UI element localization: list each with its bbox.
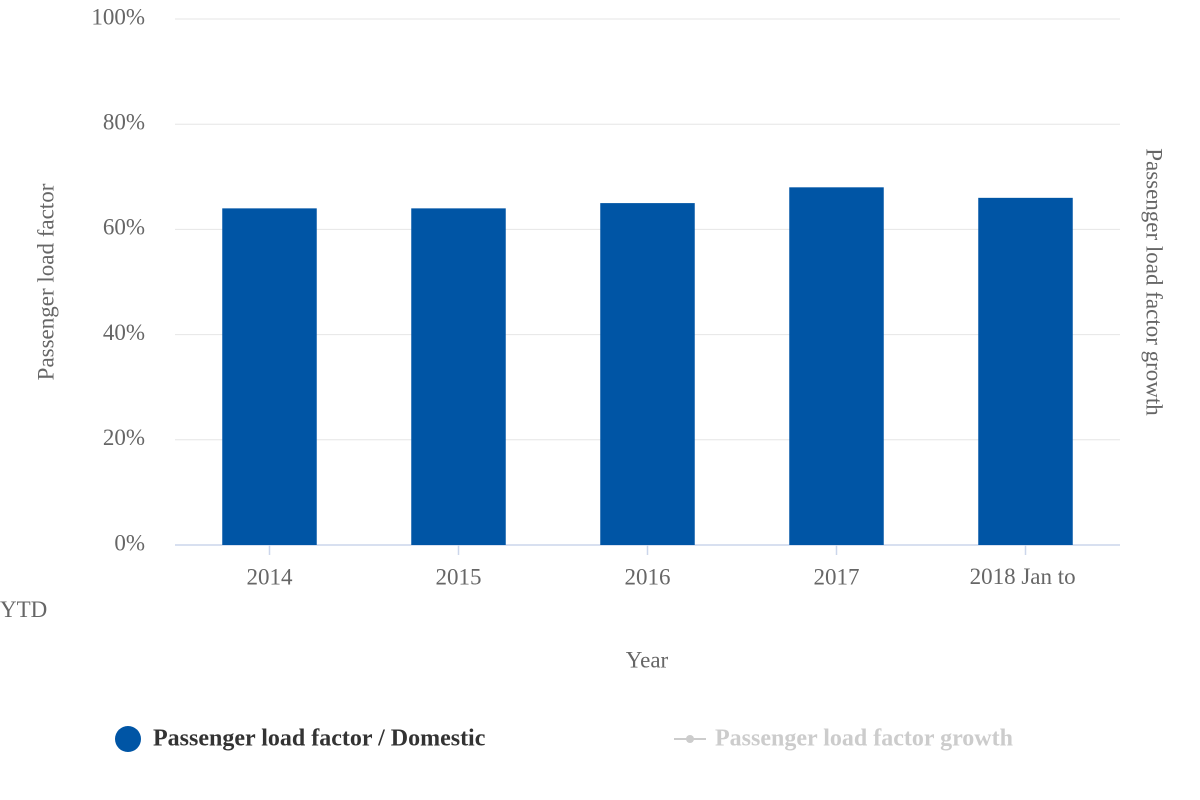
legend-symbol [686, 735, 694, 743]
legend-symbol [115, 726, 141, 752]
legend-label: Passenger load factor growth [715, 726, 1013, 752]
y-tick-label: 60% [103, 215, 145, 240]
x-tick-label: 2015 [436, 564, 482, 589]
bar [978, 197, 1073, 545]
x-tick-label: 2016 [625, 564, 671, 589]
y-tick-label: 100% [91, 4, 145, 29]
bar [789, 187, 884, 545]
y-axis-title: Passenger load factor [33, 183, 58, 380]
x-tick-label: 2018 Jan to YTD [0, 564, 1081, 622]
y-tick-label: 40% [103, 320, 145, 345]
legend-label: Passenger load factor / Domestic [153, 726, 486, 752]
y-tick-label: 0% [114, 530, 145, 555]
y-tick-label: 80% [103, 109, 145, 134]
x-tick-label: 2017 [814, 564, 860, 589]
y2-axis-title: Passenger load factor growth [1142, 148, 1167, 416]
bar [600, 203, 695, 545]
bar [411, 208, 506, 546]
x-axis-title: Year [626, 647, 669, 672]
y-tick-label: 20% [103, 425, 145, 450]
x-tick-label: 2014 [247, 564, 294, 589]
bar [222, 208, 317, 546]
